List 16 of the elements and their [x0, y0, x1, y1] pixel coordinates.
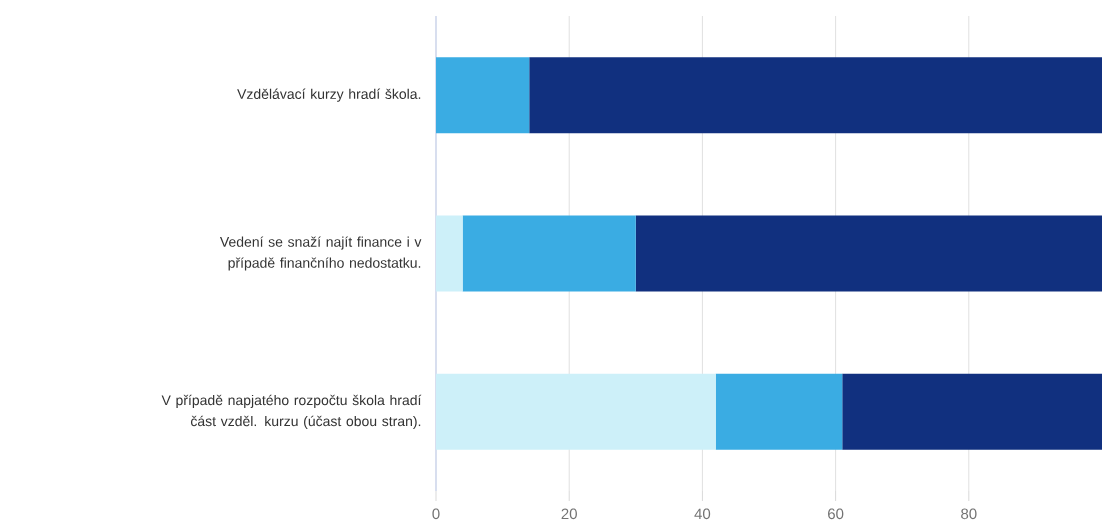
y-tick-label: V případě napjatého rozpočtu škola hradí část vzděl. kurzu (účast obou stran).	[161, 394, 422, 429]
bar	[436, 57, 530, 134]
x-tick-label: 0	[432, 508, 440, 520]
x-tick-label: 60	[828, 508, 844, 520]
x-tick-label: 40	[694, 508, 711, 520]
y-tick-label: Vzdělávací kurzy hradí škola.	[237, 88, 421, 102]
bar	[529, 57, 1102, 134]
bar	[436, 373, 716, 450]
bar	[436, 215, 463, 292]
x-tick-label: 20	[561, 508, 577, 520]
bar	[715, 373, 843, 450]
x-tick-label: 80	[961, 508, 977, 520]
bar	[842, 373, 1102, 450]
y-tick-label: Vedení se snaží najít finance i v případě finančního nedostatku.	[219, 236, 422, 271]
bar	[462, 215, 636, 292]
bar	[635, 215, 1102, 292]
